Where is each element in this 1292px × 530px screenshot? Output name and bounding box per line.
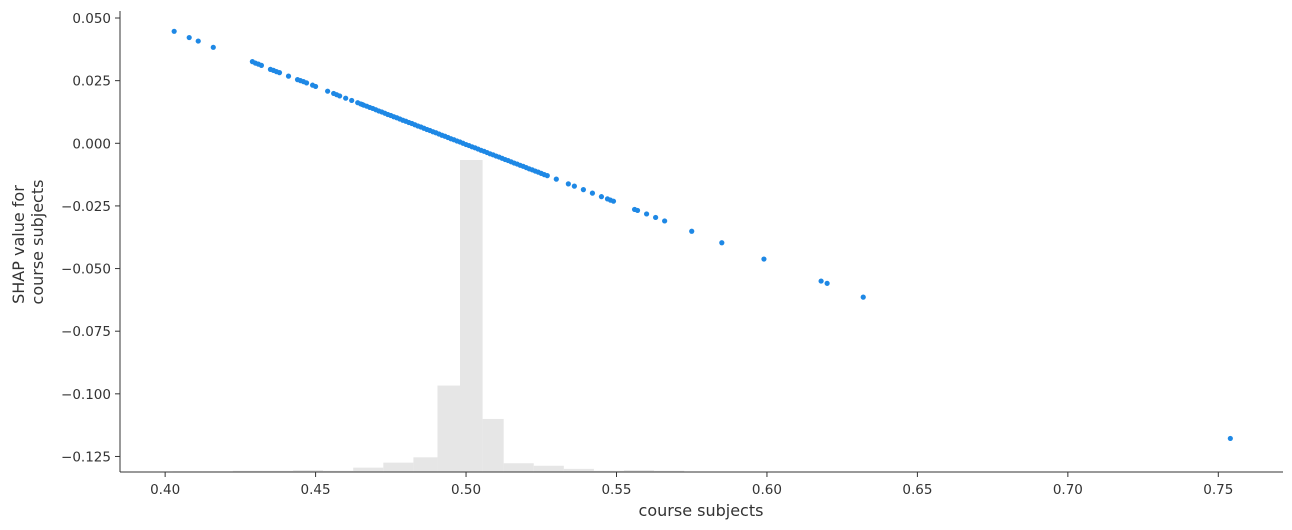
y-tick-label: 0.050 xyxy=(72,11,111,27)
x-axis-ticks: 0.40 0.45 0.50 0.55 0.60 0.65 0.70 0.75 xyxy=(150,472,1233,498)
histogram-bar xyxy=(460,160,483,472)
data-point xyxy=(553,176,559,182)
histogram-bar xyxy=(624,470,655,472)
scatter-points xyxy=(171,28,1233,442)
histogram-bar xyxy=(503,463,534,472)
y-axis-ticks: 0.050 0.025 0.000 −0.025 −0.050 −0.075 −0.100 −… xyxy=(61,11,120,465)
data-point xyxy=(258,62,265,68)
data-point xyxy=(565,181,571,187)
data-point xyxy=(303,80,310,86)
data-point xyxy=(643,211,650,217)
data-point xyxy=(195,38,201,44)
x-tick-label: 0.65 xyxy=(902,482,932,498)
y-axis-title-line-1: SHAP value for xyxy=(9,185,28,304)
data-point xyxy=(276,70,283,76)
histogram-bar xyxy=(383,462,414,472)
data-point xyxy=(312,83,319,90)
x-tick-label: 0.70 xyxy=(1053,482,1083,498)
y-axis-title-line-2: course subjects xyxy=(28,180,47,305)
histogram-bar xyxy=(323,470,354,472)
histogram-bar xyxy=(533,465,564,472)
histogram-bar xyxy=(482,418,504,472)
data-point xyxy=(719,240,725,246)
y-tick-label: −0.125 xyxy=(61,449,111,465)
histogram-bar xyxy=(232,470,263,472)
histogram-bar xyxy=(262,470,294,472)
x-tick-label: 0.40 xyxy=(150,482,180,498)
data-point xyxy=(571,183,577,189)
data-point xyxy=(653,214,659,221)
data-point xyxy=(349,97,355,104)
y-tick-label: −0.050 xyxy=(61,262,111,278)
histogram-bar xyxy=(353,467,384,472)
data-point xyxy=(210,44,216,50)
data-point xyxy=(818,278,824,284)
data-point xyxy=(824,280,830,286)
data-point xyxy=(598,194,605,200)
data-point xyxy=(689,228,695,234)
y-tick-label: −0.025 xyxy=(61,199,111,215)
x-tick-label: 0.55 xyxy=(601,482,631,498)
histogram-bar xyxy=(593,470,625,472)
histogram-bar xyxy=(563,468,594,472)
data-point xyxy=(589,190,596,196)
data-point xyxy=(171,28,177,34)
data-point xyxy=(634,207,641,214)
x-tick-label: 0.45 xyxy=(301,482,331,498)
x-tick-label: 0.50 xyxy=(451,482,481,498)
x-tick-label: 0.75 xyxy=(1203,482,1233,498)
y-tick-label: 0.000 xyxy=(72,136,111,152)
histogram-bar xyxy=(293,470,324,472)
data-point xyxy=(343,95,349,101)
data-point xyxy=(1227,435,1233,442)
y-tick-label: 0.025 xyxy=(72,74,111,90)
data-point xyxy=(860,294,866,300)
y-axis-title: SHAP value for course subjects xyxy=(9,180,47,305)
histogram-bar xyxy=(437,385,461,472)
data-point xyxy=(580,187,586,193)
data-point xyxy=(662,218,668,224)
x-axis-title: course subjects xyxy=(639,501,764,520)
data-point xyxy=(186,34,192,41)
x-tick-label: 0.60 xyxy=(752,482,782,498)
data-point xyxy=(610,198,617,204)
y-tick-label: −0.100 xyxy=(61,387,111,403)
feature-histogram xyxy=(172,160,685,472)
data-point xyxy=(285,73,292,79)
histogram-bar xyxy=(654,470,685,472)
data-point xyxy=(325,88,331,94)
y-tick-label: −0.075 xyxy=(61,324,111,340)
histogram-bar xyxy=(413,457,438,472)
data-point xyxy=(337,93,343,99)
data-point xyxy=(544,173,550,179)
data-point xyxy=(761,256,767,262)
